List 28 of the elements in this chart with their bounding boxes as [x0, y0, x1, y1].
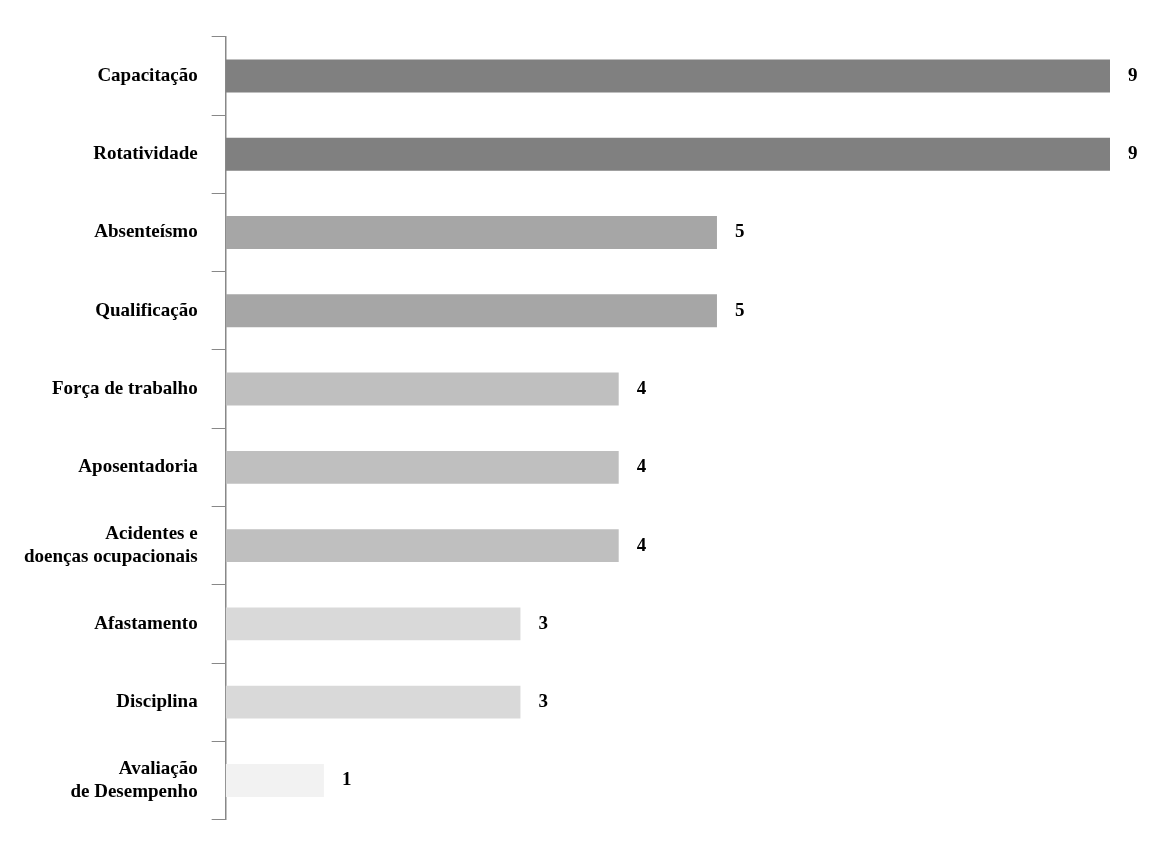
bar — [225, 450, 619, 484]
bar — [225, 529, 619, 563]
data-label: 4 — [636, 533, 647, 555]
data-label: 3 — [538, 611, 548, 633]
data-label: 9 — [1128, 142, 1138, 164]
bar — [225, 607, 521, 641]
y-tick-label: Capacitação — [97, 63, 198, 85]
bar — [225, 764, 324, 797]
y-tick-label: Qualificação — [95, 298, 198, 320]
y-tick-label: Força de trabalho — [52, 376, 198, 398]
y-tick-label: Disciplina — [116, 690, 199, 712]
data-label: 5 — [734, 220, 745, 242]
y-tick-label: Rotatividade — [93, 142, 198, 164]
y-tick-label: Afastamento — [94, 611, 198, 633]
bar — [225, 216, 717, 249]
y-tick-label: Absenteísmo — [94, 220, 198, 242]
data-label: 4 — [636, 455, 647, 477]
y-tick-label: Aposentadoria — [78, 455, 199, 477]
data-label: 1 — [341, 768, 352, 790]
y-tick-label: Acidentes e doenças ocupacionais — [23, 522, 198, 566]
data-label: 9 — [1128, 63, 1138, 85]
bar — [225, 372, 619, 406]
data-label: 3 — [538, 690, 548, 712]
bar — [225, 685, 521, 719]
data-label: 4 — [636, 376, 647, 398]
bar — [225, 294, 717, 328]
y-tick-label: Avaliação de Desempenho — [70, 756, 198, 801]
data-label: 5 — [734, 298, 745, 320]
